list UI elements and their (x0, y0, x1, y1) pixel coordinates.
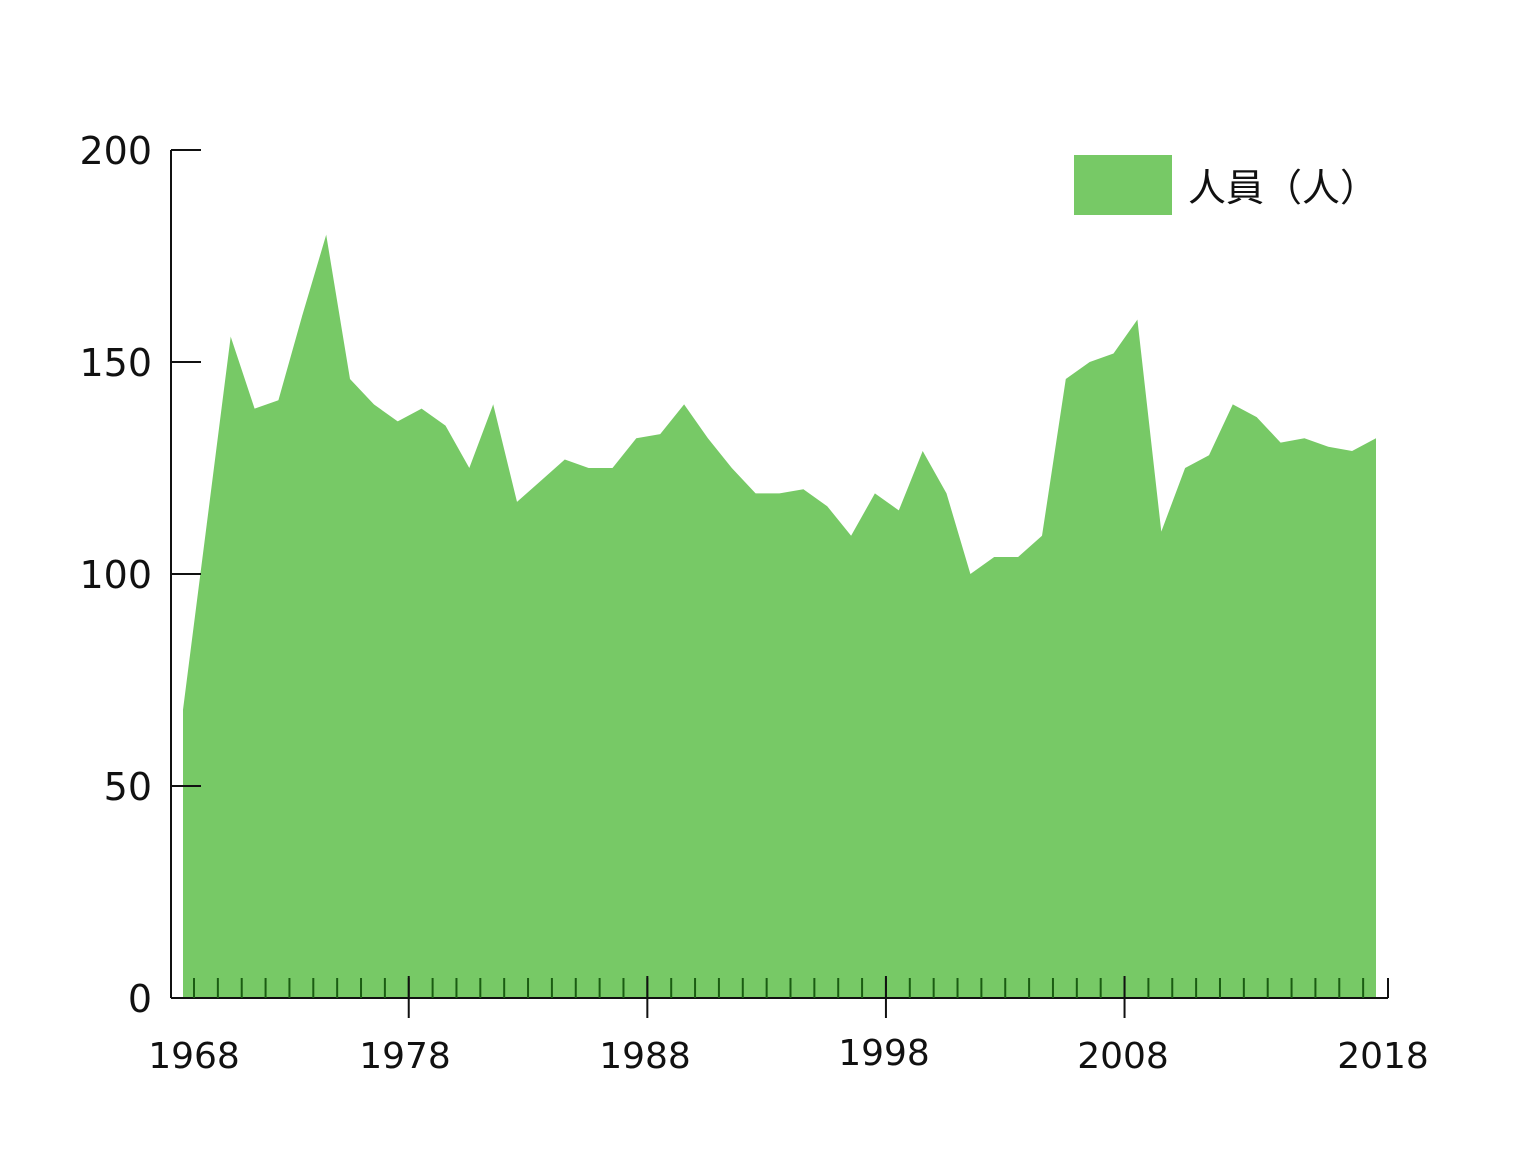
y-tick-label: 100 (79, 553, 152, 597)
x-tick-label: 2018 (1337, 1036, 1429, 1077)
y-tick-label: 150 (79, 341, 152, 385)
y-tick-label: 50 (104, 765, 152, 809)
x-tick-label: 1988 (599, 1036, 691, 1077)
y-tick-label: 200 (79, 129, 152, 173)
legend-label: 人員（人） (1188, 166, 1378, 210)
x-tick-label: 2008 (1077, 1036, 1169, 1077)
x-tick-label: 1968 (148, 1036, 240, 1077)
legend-swatch (1074, 155, 1172, 215)
y-tick-label: 0 (128, 977, 152, 1021)
area-series (183, 234, 1376, 999)
x-tick-label: 1998 (838, 1033, 930, 1074)
legend: 人員（人） (1074, 155, 1378, 215)
x-tick-label: 1978 (359, 1036, 451, 1077)
